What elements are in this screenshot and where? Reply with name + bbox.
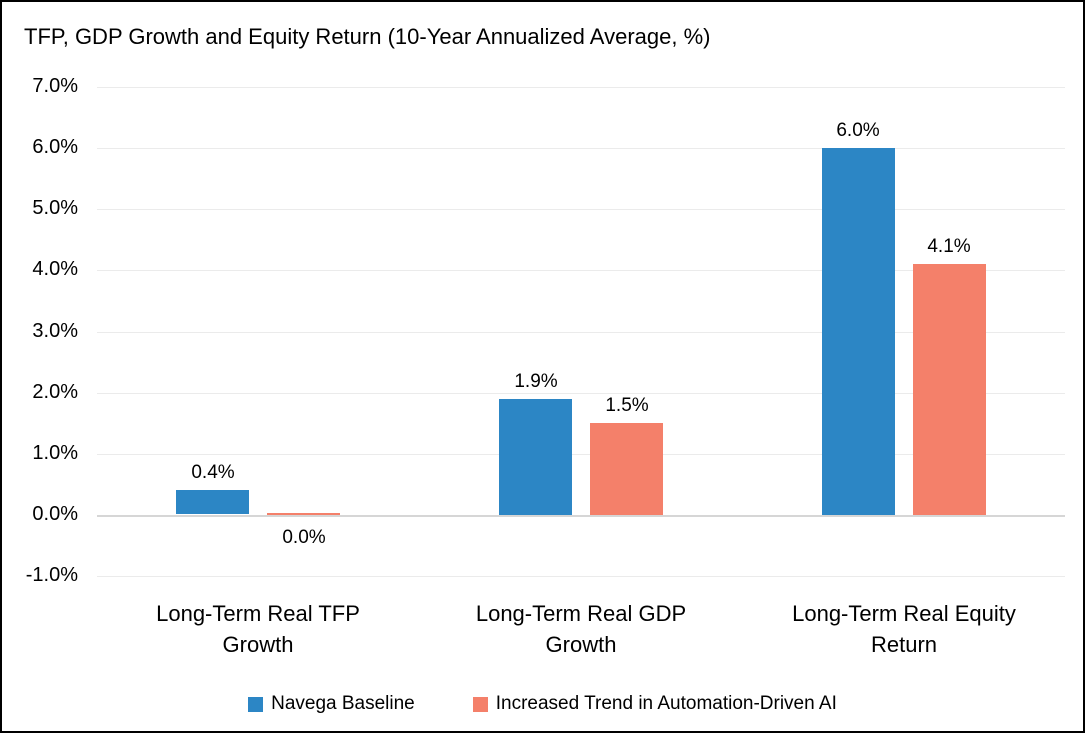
- bar-ai-0: [267, 513, 340, 515]
- legend-swatch-icon: [472, 696, 488, 712]
- bar-ai-1: [590, 423, 663, 515]
- y-tick-label: 5.0%: [32, 197, 78, 219]
- y-tick-label: 2.0%: [32, 381, 78, 403]
- gridline: [97, 148, 1065, 149]
- bar-ai-2: [913, 264, 986, 515]
- gridline: [97, 576, 1065, 577]
- legend-item-baseline: Navega Baseline: [248, 693, 415, 715]
- gridline: [97, 454, 1065, 455]
- y-tick-label: -1.0%: [25, 564, 78, 586]
- y-tick-label: 4.0%: [32, 258, 78, 280]
- y-tick-label: 1.0%: [32, 442, 78, 464]
- bar-baseline-1: [499, 399, 572, 515]
- bar-baseline-2: [822, 148, 895, 515]
- category-label: Long-Term Real TFP Growth: [156, 601, 360, 657]
- category-label: Long-Term Real GDP Growth: [475, 601, 687, 657]
- bar-value-label: 0.4%: [191, 462, 235, 483]
- legend: Navega Baseline Increased Trend in Automa…: [2, 693, 1083, 715]
- bar-baseline-0: [176, 490, 249, 514]
- y-tick-label: 3.0%: [32, 320, 78, 342]
- chart-title: TFP, GDP Growth and Equity Return (10-Ye…: [24, 24, 711, 49]
- bar-value-label: 1.9%: [514, 371, 558, 392]
- gridline: [97, 270, 1065, 271]
- y-tick-label: 6.0%: [32, 136, 78, 158]
- bar-value-label: 1.5%: [605, 395, 649, 416]
- gridline: [97, 393, 1065, 394]
- gridline: [97, 87, 1065, 88]
- bar-value-label: 4.1%: [927, 236, 971, 257]
- gridline: [97, 209, 1065, 210]
- bar-value-label: 0.0%: [282, 527, 326, 548]
- category-label: Long-Term Real Equity Return: [792, 601, 1016, 657]
- gridline: [97, 332, 1065, 333]
- bar-value-label: 6.0%: [836, 120, 880, 141]
- y-tick-label: 7.0%: [32, 75, 78, 97]
- legend-item-ai: Increased Trend in Automation-Driven AI: [472, 693, 837, 715]
- legend-label: Increased Trend in Automation-Driven AI: [495, 693, 837, 714]
- legend-label: Navega Baseline: [271, 693, 415, 714]
- zero-axis-line: [97, 515, 1065, 517]
- legend-swatch-icon: [248, 696, 264, 712]
- y-tick-label: 0.0%: [32, 503, 78, 525]
